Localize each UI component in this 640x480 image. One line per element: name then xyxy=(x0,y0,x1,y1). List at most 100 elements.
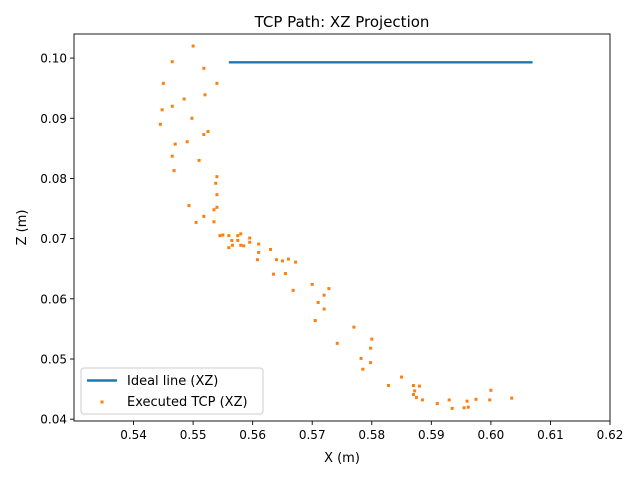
executed-tcp-point xyxy=(294,260,298,264)
x-tick-label: 0.61 xyxy=(537,428,564,442)
executed-tcp-point xyxy=(420,398,424,402)
executed-tcp-point xyxy=(335,341,339,345)
executed-tcp-point xyxy=(173,142,177,146)
legend: Ideal line (XZ) Executed TCP (XZ) xyxy=(80,367,264,415)
executed-tcp-point xyxy=(450,406,454,410)
plot-frame xyxy=(73,33,611,422)
executed-tcp-point xyxy=(215,205,219,209)
plot-data xyxy=(158,44,533,410)
executed-tcp-point xyxy=(257,242,261,246)
executed-tcp-point xyxy=(170,60,174,64)
executed-tcp-point xyxy=(280,259,284,263)
executed-tcp-point xyxy=(466,405,470,409)
executed-tcp-point xyxy=(191,44,195,48)
executed-tcp-point xyxy=(327,287,331,291)
executed-tcp-point xyxy=(272,272,276,276)
executed-tcp-point xyxy=(160,108,164,112)
executed-tcp-point xyxy=(202,66,206,70)
executed-tcp-point xyxy=(214,181,218,185)
y-tick-label: 0.07 xyxy=(40,232,67,246)
executed-tcp-point xyxy=(170,104,174,108)
x-tick-label: 0.56 xyxy=(239,428,266,442)
x-axis-ticks: 0.54 0.55 0.56 0.57 0.58 0.59 0.60 0.61 0.62 xyxy=(120,421,623,442)
x-tick-label: 0.60 xyxy=(478,428,505,442)
executed-tcp-point xyxy=(413,389,417,393)
executed-tcp-point xyxy=(236,234,240,238)
executed-tcp-point xyxy=(489,388,493,392)
y-axis-label: Z (m) xyxy=(15,210,30,246)
legend-executed-tcp-label: Executed TCP (XZ) xyxy=(127,395,248,410)
executed-tcp-point xyxy=(411,393,415,397)
executed-tcp-point xyxy=(230,243,234,247)
executed-tcp-point xyxy=(322,293,326,297)
legend-executed-tcp-marker xyxy=(100,400,104,404)
executed-tcp-point xyxy=(197,158,201,162)
executed-tcp-point xyxy=(316,300,320,304)
x-axis-label: X (m) xyxy=(324,451,360,466)
executed-tcp-point xyxy=(236,238,240,242)
executed-tcp-point xyxy=(215,81,219,85)
executed-tcp-point xyxy=(202,214,206,218)
executed-tcp-point xyxy=(218,234,222,238)
chart-title: TCP Path: XZ Projection xyxy=(254,13,430,31)
executed-tcp-point xyxy=(230,238,234,242)
executed-tcp-point xyxy=(435,402,439,406)
executed-tcp-point xyxy=(386,383,390,387)
executed-tcp-point xyxy=(190,116,194,120)
executed-tcp-point xyxy=(313,318,317,322)
executed-tcp-point xyxy=(465,399,469,403)
executed-tcp-point xyxy=(227,234,231,238)
x-tick-label: 0.54 xyxy=(120,428,147,442)
executed-tcp-point xyxy=(170,154,174,158)
executed-tcp-point xyxy=(359,356,363,360)
executed-tcp-point xyxy=(215,175,219,179)
executed-tcp-point xyxy=(227,246,231,250)
y-tick-label: 0.04 xyxy=(40,413,67,427)
executed-tcp-point xyxy=(361,367,365,371)
executed-tcp-point xyxy=(212,208,216,212)
x-tick-label: 0.62 xyxy=(597,428,624,442)
executed-tcp-point xyxy=(248,240,252,244)
executed-tcp-point xyxy=(194,220,198,224)
executed-tcp-point xyxy=(215,193,219,197)
legend-box xyxy=(80,367,264,415)
executed-tcp-point xyxy=(212,220,216,224)
y-tick-label: 0.06 xyxy=(40,292,67,306)
executed-tcp-point xyxy=(291,288,295,292)
executed-tcp-point xyxy=(242,244,246,248)
y-tick-label: 0.08 xyxy=(40,172,67,186)
executed-tcp-point xyxy=(310,282,314,286)
y-tick-label: 0.09 xyxy=(40,112,67,126)
executed-tcp-point xyxy=(286,257,290,261)
x-tick-label: 0.57 xyxy=(299,428,326,442)
executed-tcp-point xyxy=(182,97,186,101)
x-tick-label: 0.58 xyxy=(358,428,385,442)
executed-tcp-point xyxy=(400,375,404,379)
executed-tcp-point xyxy=(239,243,243,247)
executed-tcp-point xyxy=(462,406,466,410)
executed-tcp-point xyxy=(352,325,356,329)
executed-tcp-point xyxy=(370,337,374,341)
executed-tcp-point xyxy=(510,396,514,400)
executed-tcp-point xyxy=(161,81,165,85)
executed-tcp-point xyxy=(414,396,418,400)
executed-tcp-point xyxy=(185,140,189,144)
y-tick-label: 0.05 xyxy=(40,353,67,367)
executed-tcp-point xyxy=(488,398,492,402)
executed-tcp-point xyxy=(411,383,415,387)
executed-tcp-point xyxy=(187,204,191,208)
executed-tcp-point xyxy=(283,272,287,276)
executed-tcp-point xyxy=(221,233,225,237)
executed-tcp-point xyxy=(202,133,206,137)
executed-tcp-point xyxy=(172,169,176,173)
x-tick-label: 0.59 xyxy=(418,428,445,442)
y-axis-ticks: 0.04 0.05 0.06 0.07 0.08 0.09 0.10 xyxy=(40,52,74,427)
executed-tcp-point xyxy=(158,122,162,126)
executed-tcp-point xyxy=(369,361,373,365)
executed-tcp-point xyxy=(206,130,210,133)
executed-tcp-point xyxy=(447,398,451,402)
executed-tcp-point xyxy=(474,397,478,401)
executed-tcp-point xyxy=(369,346,373,350)
executed-tcp-point xyxy=(248,236,252,240)
